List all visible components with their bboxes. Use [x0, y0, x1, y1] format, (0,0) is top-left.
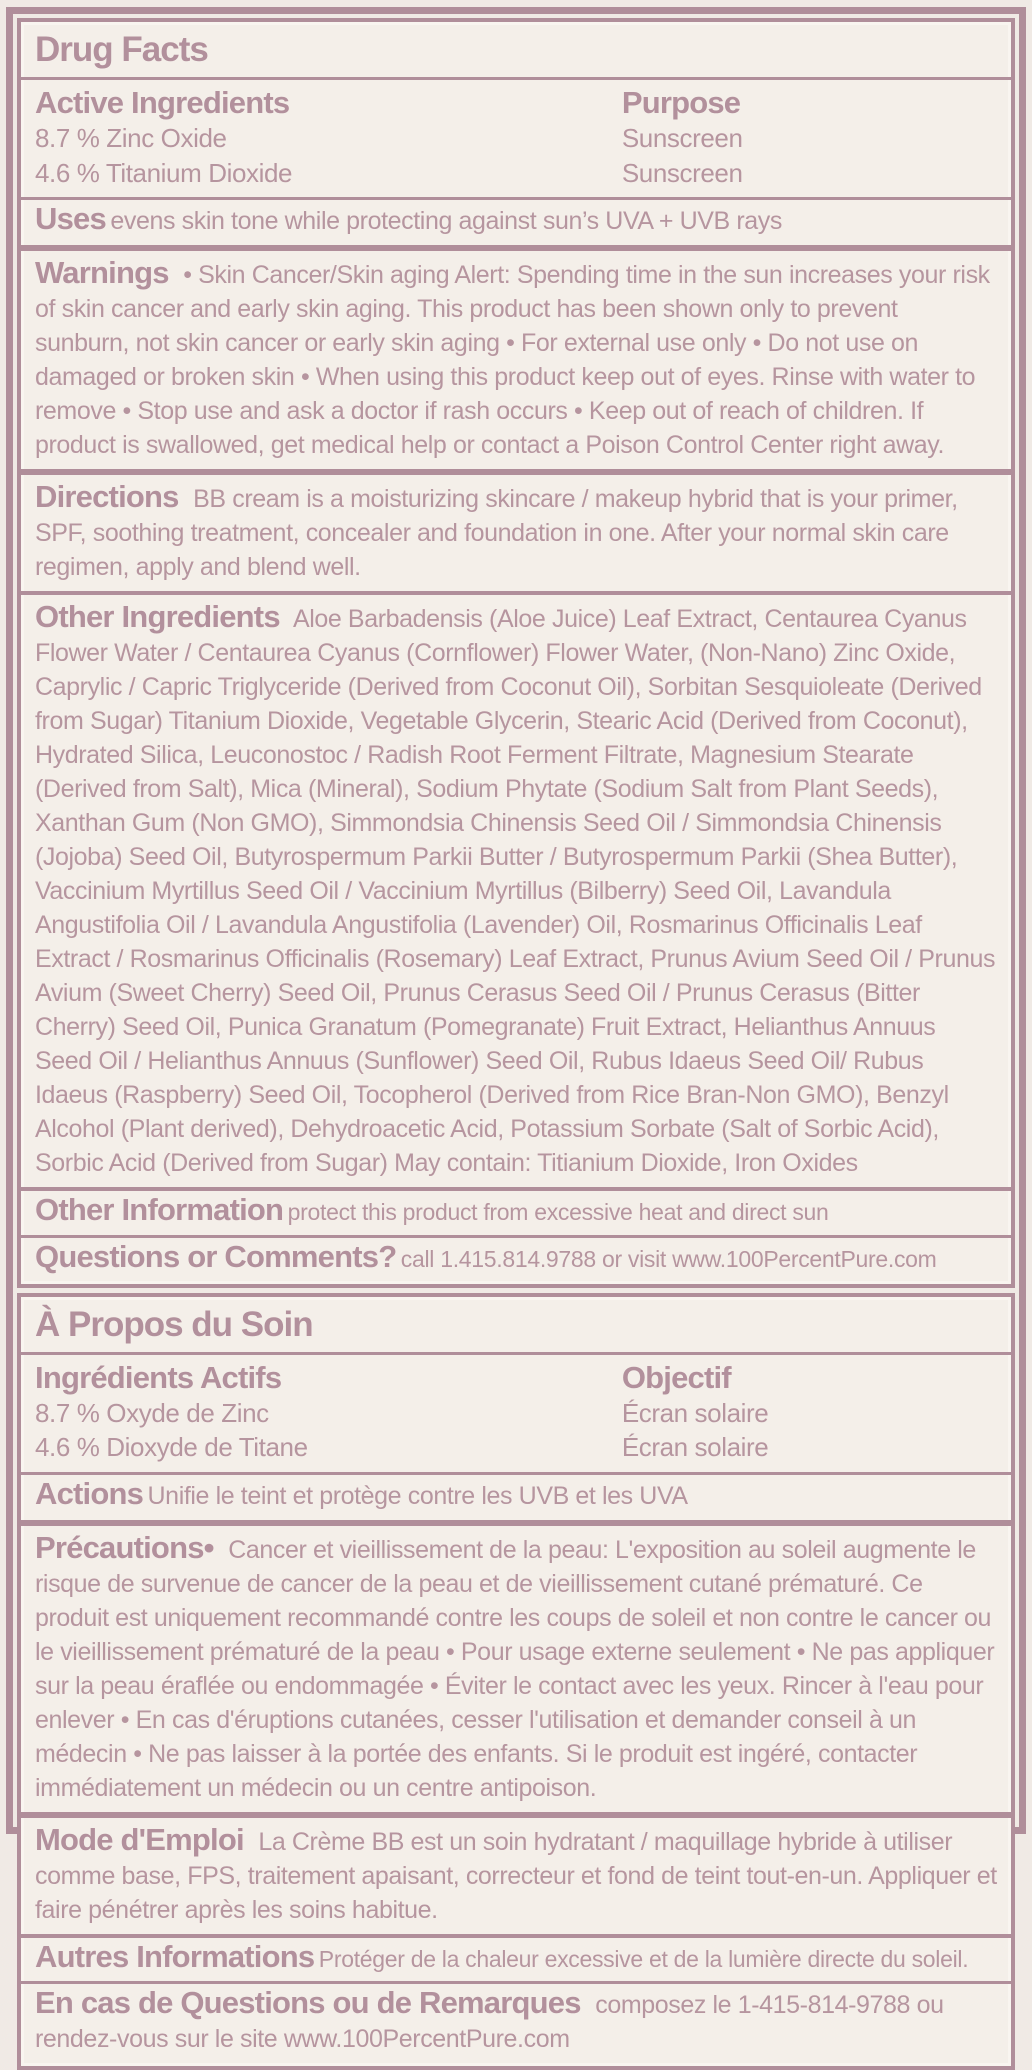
questions-heading-fr: En cas de Questions ou de Remarques: [35, 1985, 581, 2021]
autres-informations-text-fr: Protéger de la chaleur excessive et de l…: [318, 1946, 969, 1973]
actions-text-fr: Unifie le teint et protège contre les UV…: [147, 1482, 689, 1511]
precautions-section-fr: Précautions• Cancer et vieillissement de…: [21, 1526, 1011, 1812]
section-divider: [21, 591, 1011, 596]
ingredient-purpose: Sunscreen: [621, 157, 743, 188]
mode-emploi-heading-fr: Mode d'Emploi: [35, 1822, 245, 1858]
warnings-heading-en: Warnings: [35, 255, 169, 291]
questions-text-en: call 1.415.814.9788 or visit www.100Perc…: [400, 1245, 937, 1272]
uses-heading-en: Uses: [35, 201, 107, 237]
active-ingredients-section-fr: Ingrédients Actifs Objectif 8.7 % Oxyde …: [21, 1355, 1011, 1472]
section-divider: [21, 1472, 1011, 1476]
other-information-section-en: Other Information protect this product f…: [21, 1191, 1011, 1234]
ingredient-name: 4.6 % Titanium Dioxide: [35, 157, 293, 188]
ingredient-name: 8.7 % Zinc Oxide: [35, 122, 227, 153]
panel-title-row-fr: À Propos du Soin: [21, 1300, 1011, 1352]
questions-heading-en: Questions or Comments?: [35, 1238, 397, 1274]
ingredient-name: 4.6 % Dioxyde de Titane: [35, 1432, 308, 1463]
drug-facts-panel-en: Drug Facts Active Ingredients Purpose 8.…: [17, 18, 1015, 1288]
drug-facts-label: Drug Facts Active Ingredients Purpose 8.…: [6, 7, 1026, 2070]
warnings-section-en: Warnings • Skin Cancer/Skin aging Alert:…: [21, 251, 1011, 469]
mode-emploi-section-fr: Mode d'Emploi La Crème BB est un soin hy…: [21, 1818, 1011, 1934]
section-divider: [21, 1351, 1011, 1355]
ingredient-name: 8.7 % Oxyde de Zinc: [35, 1397, 269, 1428]
other-information-heading-en: Other Information: [35, 1192, 284, 1228]
other-information-text-en: protect this product from excessive heat…: [287, 1199, 829, 1226]
section-divider: [21, 1234, 1011, 1238]
uses-text-en: evens skin tone while protecting against…: [110, 207, 782, 236]
ingredient-purpose: Écran solaire: [621, 1397, 769, 1428]
autres-informations-heading-fr: Autres Informations: [35, 1939, 315, 1975]
purpose-heading-fr: Objectif: [621, 1359, 732, 1395]
panel-title-fr: À Propos du Soin: [35, 1304, 314, 1344]
directions-text-en: BB cream is a moisturizing skincare / ma…: [35, 485, 958, 582]
section-divider: [21, 1520, 1011, 1527]
active-ingredients-heading-en: Active Ingredients: [35, 85, 290, 121]
section-divider: [21, 469, 1011, 476]
drug-facts-panel-fr: À Propos du Soin Ingrédients Actifs Obje…: [17, 1292, 1015, 2070]
warnings-text-en: • Skin Cancer/Skin aging Alert: Spending…: [35, 261, 990, 460]
other-ingredients-section-en: Other Ingredients Aloe Barbadensis (Aloe…: [21, 595, 1011, 1187]
actions-heading-fr: Actions: [35, 1476, 144, 1512]
ingredient-purpose: Sunscreen: [621, 122, 743, 153]
ingredient-purpose: Écran solaire: [621, 1432, 769, 1463]
section-divider: [21, 245, 1011, 252]
questions-section-en: Questions or Comments? call 1.415.814.97…: [21, 1238, 1011, 1281]
other-ingredients-text-en: Aloe Barbadensis (Aloe Juice) Leaf Extra…: [35, 605, 996, 1178]
precautions-heading-fr: Précautions•: [35, 1530, 215, 1566]
autres-informations-section-fr: Autres Informations Protéger de la chale…: [21, 1938, 1011, 1981]
purpose-heading-en: Purpose: [621, 85, 741, 121]
panel-title-en: Drug Facts: [35, 30, 209, 69]
directions-heading-en: Directions: [35, 479, 179, 515]
uses-section-en: Uses evens skin tone while protecting ag…: [21, 200, 1011, 245]
panel-title-row-en: Drug Facts: [21, 25, 1011, 77]
section-divider: [21, 77, 1011, 81]
precautions-text-fr: Cancer et vieillissement de la peau: L'e…: [35, 1536, 995, 1803]
active-ingredients-heading-fr: Ingrédients Actifs: [35, 1359, 282, 1395]
actions-section-fr: Actions Unifie le teint et protège contr…: [21, 1475, 1011, 1520]
active-ingredients-section-en: Active Ingredients Purpose 8.7 % Zinc Ox…: [21, 80, 1011, 197]
section-divider: [21, 1812, 1011, 1819]
questions-section-fr: En cas de Questions ou de Remarques comp…: [21, 1984, 1011, 2063]
section-divider: [21, 1187, 1011, 1192]
section-divider: [21, 197, 1011, 201]
directions-section-en: Directions BB cream is a moisturizing sk…: [21, 475, 1011, 591]
other-ingredients-heading-en: Other Ingredients: [35, 599, 281, 635]
